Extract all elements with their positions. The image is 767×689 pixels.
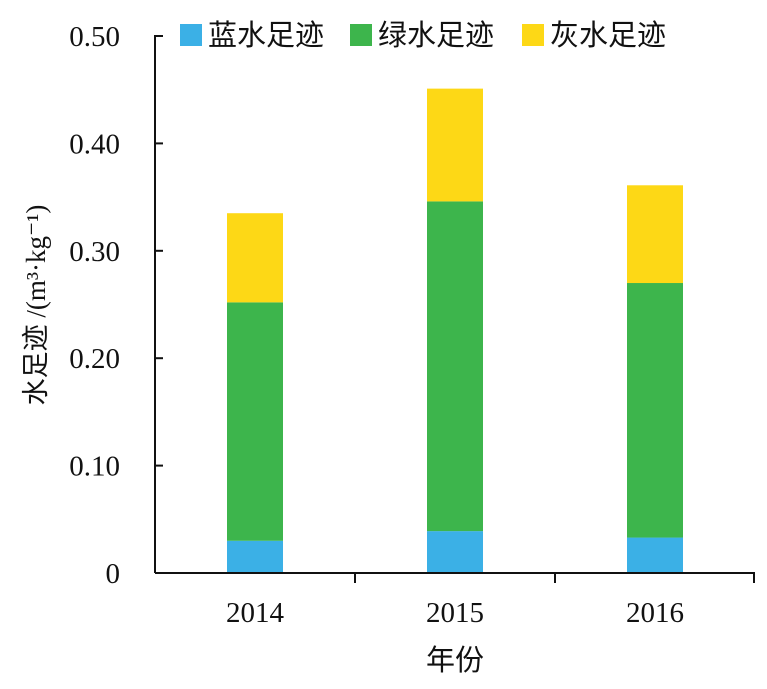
x-axis-label: 年份 <box>426 644 484 677</box>
y-tick-label: 0.40 <box>69 128 120 160</box>
legend-swatch <box>350 24 372 46</box>
legend-label: 绿水足迹 <box>378 19 494 52</box>
bar-segment <box>227 302 283 541</box>
x-tick-label: 2016 <box>626 597 684 629</box>
bar-segment <box>627 283 683 538</box>
bar-segment <box>227 540 283 573</box>
bar-segment <box>427 201 483 532</box>
bar-segment <box>427 531 483 573</box>
legend-swatch <box>180 24 202 46</box>
y-ticks: 0 0.10 0.20 0.30 0.40 0.50 <box>69 21 163 590</box>
y-tick-label: 0.30 <box>69 236 120 268</box>
axes <box>154 35 755 574</box>
y-tick-label: 0.10 <box>69 451 120 483</box>
y-axis-label: 水足迹 /(m³·kg⁻¹) <box>21 205 51 406</box>
bars <box>227 88 683 573</box>
bar-segment <box>227 213 283 303</box>
legend-label: 灰水足迹 <box>550 19 666 52</box>
bar-segment <box>627 185 683 284</box>
y-tick-label: 0 <box>106 558 121 590</box>
y-tick-label: 0.50 <box>69 21 120 53</box>
legend: 蓝水足迹 绿水足迹 灰水足迹 <box>180 19 666 52</box>
legend-swatch <box>522 24 544 46</box>
x-ticks: 2014 2015 2016 <box>226 573 755 629</box>
bar-segment <box>627 537 683 573</box>
x-tick-label: 2015 <box>426 597 484 629</box>
bar-segment <box>427 88 483 202</box>
x-tick-label: 2014 <box>226 597 285 629</box>
legend-label: 蓝水足迹 <box>208 19 324 52</box>
y-tick-label: 0.20 <box>69 343 120 375</box>
